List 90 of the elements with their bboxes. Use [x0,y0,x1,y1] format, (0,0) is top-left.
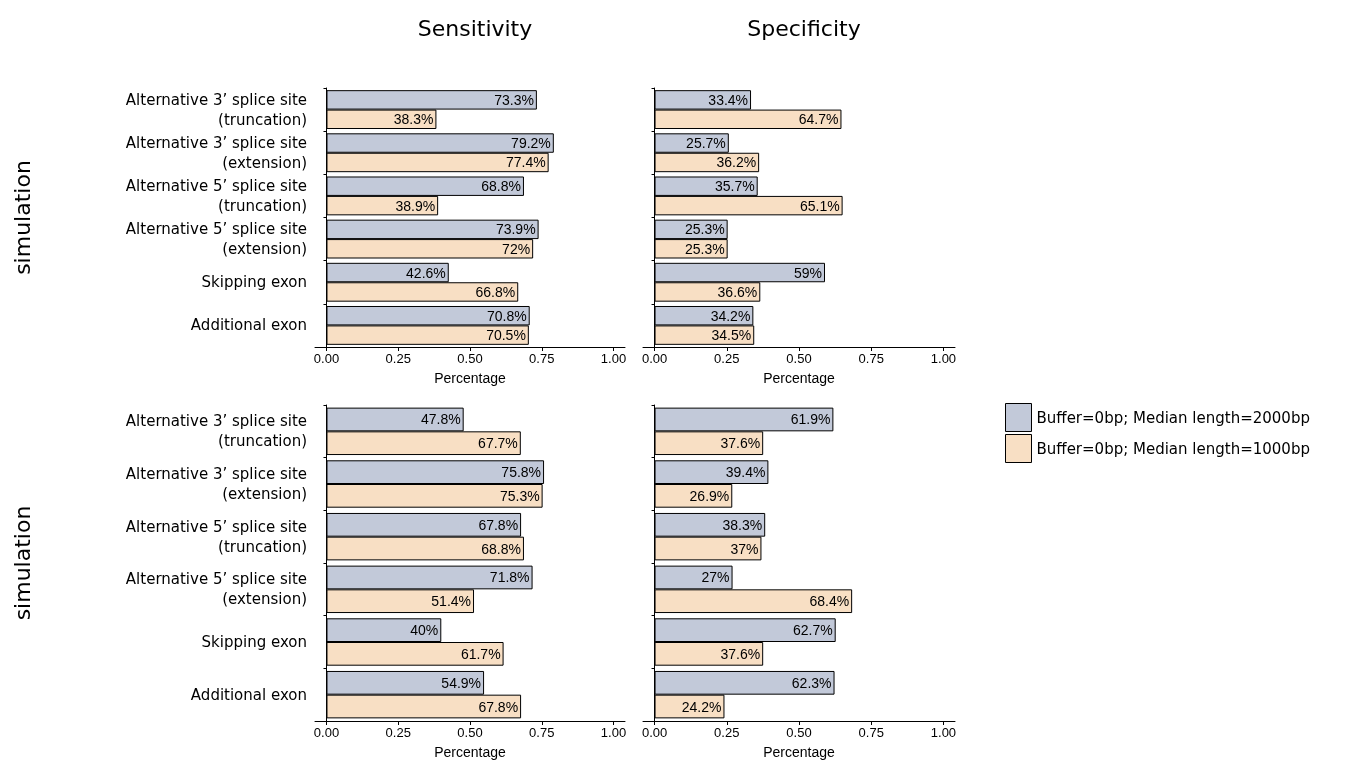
data-label: 62.3% [791,674,832,691]
data-label: 24.2% [681,698,722,715]
data-label: 62.7% [792,622,833,639]
x-tick-label: 0.75 [858,725,884,740]
chart-title: Sensitivity [417,15,533,41]
y-tick-label: Alternative 5’ splice site (truncation) [125,176,307,215]
y-tick-label: Additional exon [190,685,307,704]
y-axis-title: simulation [9,505,35,621]
y-tick-label: Alternative 5’ splice site (extension) [125,570,307,609]
data-label: 66.8% [475,283,516,300]
data-label: 68.4% [809,593,850,610]
data-label: 40% [410,622,439,639]
data-label: 33.4% [708,91,749,108]
data-label: 75.3% [499,487,540,504]
data-label: 37.6% [720,645,761,662]
y-tick-label: Alternative 3’ splice site (extension) [125,133,307,172]
x-axis-title: Percentage [763,744,836,760]
x-tick-label: 0.75 [858,351,884,366]
data-label: 25.7% [686,135,726,152]
x-tick-label: 0.25 [714,351,740,366]
legend-label: Buffer=0bp; Median length=1000bp [1036,439,1310,458]
data-label: 71.8% [489,569,530,586]
data-label: 34.2% [710,307,751,324]
data-label: 79.2% [511,135,551,152]
chart-title: Specificity [747,15,861,41]
x-tick-label: 0.50 [786,725,812,740]
x-tick-label: 1.00 [600,725,627,740]
x-axis-title: Percentage [763,370,836,386]
data-label: 27% [701,569,730,586]
data-label: 73.9% [495,221,536,238]
x-tick-label: 1.00 [600,351,627,366]
data-label: 54.9% [441,674,482,691]
x-tick-label: 0.75 [529,725,555,740]
data-label: 36.6% [717,283,758,300]
x-tick-label: 0.00 [641,351,668,366]
data-label: 65.1% [799,197,840,214]
data-label: 67.7% [478,435,518,452]
data-label: 70.5% [486,327,526,344]
x-tick-label: 0.00 [313,351,340,366]
x-tick-label: 0.75 [529,351,555,366]
x-axis-title: Percentage [434,370,507,386]
data-label: 70.8% [487,307,527,324]
data-label: 25.3% [684,221,725,238]
data-label: 59% [793,264,822,281]
data-label: 37% [730,540,759,557]
legend-label: Buffer=0bp; Median length=2000bp [1036,408,1310,427]
data-label: 72% [502,240,531,257]
x-tick-label: 1.00 [930,725,957,740]
data-label: 67.8% [478,516,519,533]
x-axis-title: Percentage [434,744,507,760]
data-label: 47.8% [420,411,461,428]
data-label: 75.8% [501,464,542,481]
y-tick-label: Alternative 3’ splice site (truncation) [125,412,307,451]
data-label: 39.4% [725,464,766,481]
data-label: 25.3% [684,240,725,257]
x-tick-label: 0.50 [457,351,483,366]
x-tick-label: 0.00 [641,725,668,740]
data-label: 51.4% [431,593,472,610]
x-tick-label: 0.50 [786,351,812,366]
y-tick-label: Skipping exon [201,633,307,651]
data-label: 38.3% [393,111,434,128]
data-label: 36.2% [716,154,757,171]
data-label: 26.9% [689,487,730,504]
data-label: 37.6% [720,435,761,452]
x-tick-label: 0.50 [457,725,483,740]
x-tick-label: 1.00 [930,351,957,366]
y-tick-label: Additional exon [190,316,307,335]
x-tick-label: 0.25 [714,725,740,740]
data-label: 68.8% [481,178,521,195]
data-label: 73.3% [494,91,534,108]
data-label: 77.4% [505,154,546,171]
data-label: 68.8% [481,540,521,557]
data-label: 67.8% [478,698,519,715]
y-tick-label: Alternative 5’ splice site (extension) [125,220,307,259]
y-tick-label: Skipping exon [201,273,307,292]
y-axis-title: simulation [9,160,35,275]
data-label: 38.9% [395,197,436,214]
data-label: 34.5% [711,327,752,344]
x-tick-label: 0.25 [385,351,411,366]
data-label: 35.7% [714,178,755,195]
data-label: 61.7% [460,645,501,662]
data-label: 38.3% [722,516,763,533]
data-label: 42.6% [406,264,446,281]
data-label: 61.9% [790,411,831,428]
x-tick-label: 0.00 [313,725,340,740]
y-tick-label: Alternative 3’ splice site (truncation) [125,90,307,129]
data-label: 64.7% [798,111,839,128]
x-tick-label: 0.25 [385,725,411,740]
y-tick-label: Alternative 5’ splice site (truncation) [125,517,307,556]
y-tick-label: Alternative 3’ splice site (extension) [125,465,307,503]
